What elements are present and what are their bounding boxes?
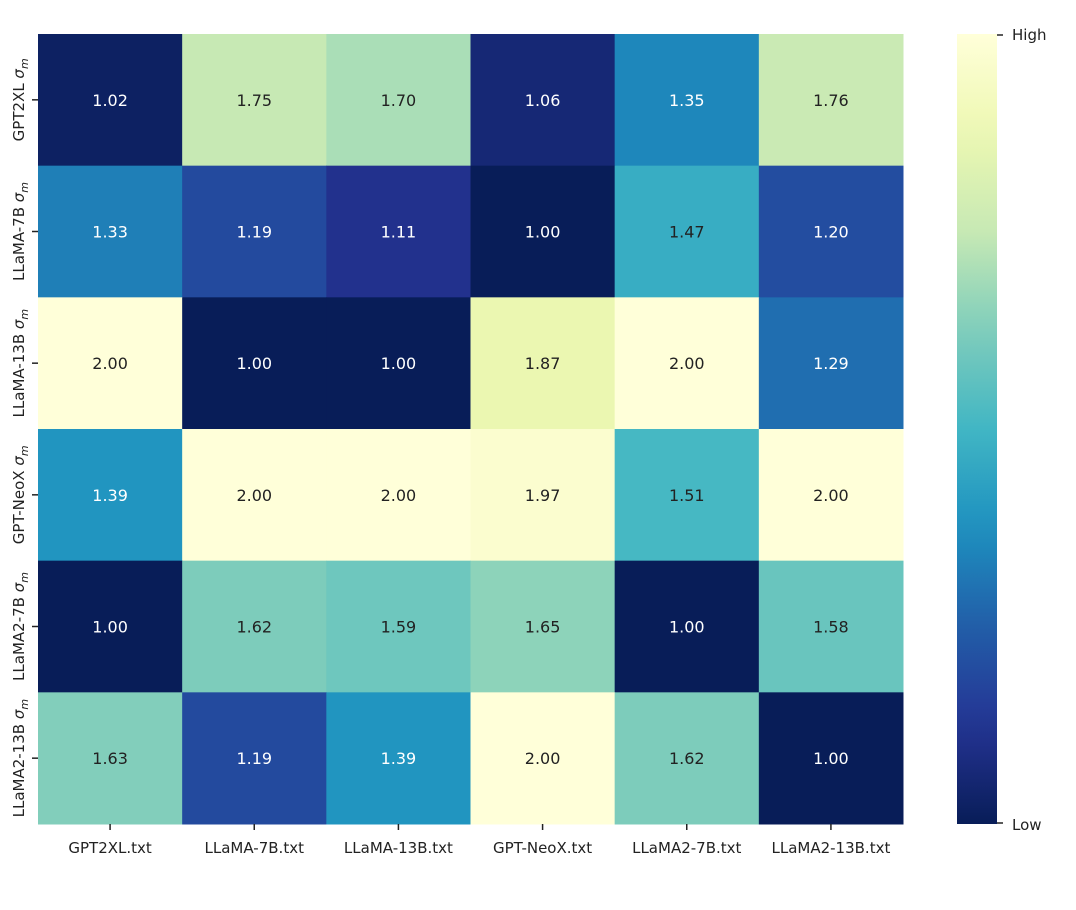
cell-value-label: 1.20: [813, 223, 849, 242]
cell-value-label: 1.00: [525, 223, 561, 242]
heatmap-cell: [758, 34, 904, 167]
y-tick-label: GPT2XL σm: [10, 58, 31, 141]
x-tick-label: LLaMA-7B.txt: [205, 839, 305, 857]
y-tick-label: GPT-NeoX σm: [10, 445, 31, 544]
y-tick-label: LLaMA2-7B σm: [10, 572, 31, 681]
y-tick-label: LLaMA-7B σm: [10, 182, 31, 281]
x-tick-label: GPT2XL.txt: [68, 839, 152, 857]
heatmap-cell: [614, 297, 760, 430]
cell-value-label: 1.75: [236, 91, 272, 110]
heatmap-cell: [326, 560, 471, 693]
heatmap-cell: [470, 429, 616, 562]
heatmap-cell: [326, 297, 471, 430]
cell-value-label: 1.35: [669, 91, 705, 110]
cell-value-label: 2.00: [381, 486, 417, 505]
heatmap-cell: [470, 165, 616, 298]
cell-value-label: 1.00: [381, 354, 417, 373]
cell-value-label: 1.62: [669, 749, 705, 768]
cell-value-label: 1.47: [669, 223, 705, 242]
cell-value-label: 1.59: [381, 618, 417, 637]
heatmap-cell: [326, 165, 471, 298]
heatmap-cell: [470, 34, 616, 167]
heatmap-cell: [38, 692, 183, 825]
cell-value-label: 2.00: [669, 354, 705, 373]
y-tick-label: LLaMA-13B σm: [10, 309, 31, 418]
heatmap-cell: [758, 429, 904, 562]
heatmap-cell: [758, 297, 904, 430]
colorbar-gradient: [957, 34, 997, 824]
cell-value-label: 1.51: [669, 486, 705, 505]
cell-value-label: 1.39: [92, 486, 128, 505]
colorbar-low-label: Low: [1012, 816, 1042, 834]
cell-value-label: 1.76: [813, 91, 849, 110]
cell-value-label: 1.65: [525, 618, 561, 637]
cell-value-label: 1.00: [236, 354, 272, 373]
cell-value-label: 1.19: [236, 749, 272, 768]
x-tick-label: GPT-NeoX.txt: [493, 839, 592, 857]
heatmap-cell: [758, 560, 904, 693]
x-axis: GPT2XL.txt LLaMA-7B.txt LLaMA-13B.txt GPT-N…: [68, 824, 890, 857]
cell-value-label: 2.00: [236, 486, 272, 505]
cell-value-label: 1.19: [236, 223, 272, 242]
cell-value-label: 1.58: [813, 618, 849, 637]
heatmap-cell: [614, 692, 760, 825]
cell-value-label: 1.00: [669, 618, 705, 637]
cell-value-label: 1.63: [92, 749, 128, 768]
colorbar: High Low: [957, 26, 1046, 834]
heatmap-cell: [182, 297, 327, 430]
cell-value-label: 2.00: [813, 486, 849, 505]
heatmap-cell: [614, 429, 760, 562]
colorbar-high-label: High: [1012, 26, 1046, 44]
cell-value-label: 1.87: [525, 354, 561, 373]
heatmap-cell: [326, 34, 471, 167]
cell-value-label: 1.02: [92, 91, 128, 110]
cell-value-label: 1.33: [92, 223, 128, 242]
y-axis: GPT2XL σm LLaMA-7B σm LLaMA-13B σm GPT-NeoX…: [10, 58, 38, 817]
heatmap-cell: [326, 692, 471, 825]
cell-value-label: 2.00: [525, 749, 561, 768]
heatmap-cell: [182, 429, 327, 562]
heatmap-cell: [614, 34, 760, 167]
heatmap-cell: [38, 165, 183, 298]
x-tick-label: LLaMA-13B.txt: [344, 839, 453, 857]
heatmap-cell: [182, 560, 327, 693]
x-tick-label: LLaMA2-7B.txt: [632, 839, 741, 857]
heatmap-cell: [38, 560, 183, 693]
cell-value-label: 1.39: [381, 749, 417, 768]
cell-value-label: 1.00: [92, 618, 128, 637]
cell-value-label: 1.11: [381, 223, 417, 242]
heatmap-cell: [38, 429, 183, 562]
heatmap-cell: [614, 560, 760, 693]
cell-value-label: 1.62: [236, 618, 272, 637]
heatmap-cell: [182, 692, 327, 825]
heatmap-cell: [758, 165, 904, 298]
heatmap-cell: [470, 297, 616, 430]
x-tick-label: LLaMA2-13B.txt: [771, 839, 890, 857]
heatmap-cell: [38, 34, 183, 167]
heatmap-cell: [38, 297, 183, 430]
y-tick-label: LLaMA2-13B σm: [10, 699, 31, 817]
cell-value-label: 1.70: [381, 91, 417, 110]
heatmap-cells: 1.02 1.75 1.70 1.06 1.35 1.76 1.33 1.19 1.11 1.00…: [38, 34, 904, 825]
heatmap-cell: [758, 692, 904, 825]
cell-value-label: 1.06: [525, 91, 561, 110]
heatmap-cell: [470, 692, 616, 825]
heatmap-cell: [182, 34, 327, 167]
heatmap-cell: [614, 165, 760, 298]
heatmap-cell: [182, 165, 327, 298]
cell-value-label: 1.00: [813, 749, 849, 768]
cell-value-label: 1.97: [525, 486, 561, 505]
heatmap-cell: [326, 429, 471, 562]
cell-value-label: 1.29: [813, 354, 849, 373]
cell-value-label: 2.00: [92, 354, 128, 373]
heatmap-cell: [470, 560, 616, 693]
